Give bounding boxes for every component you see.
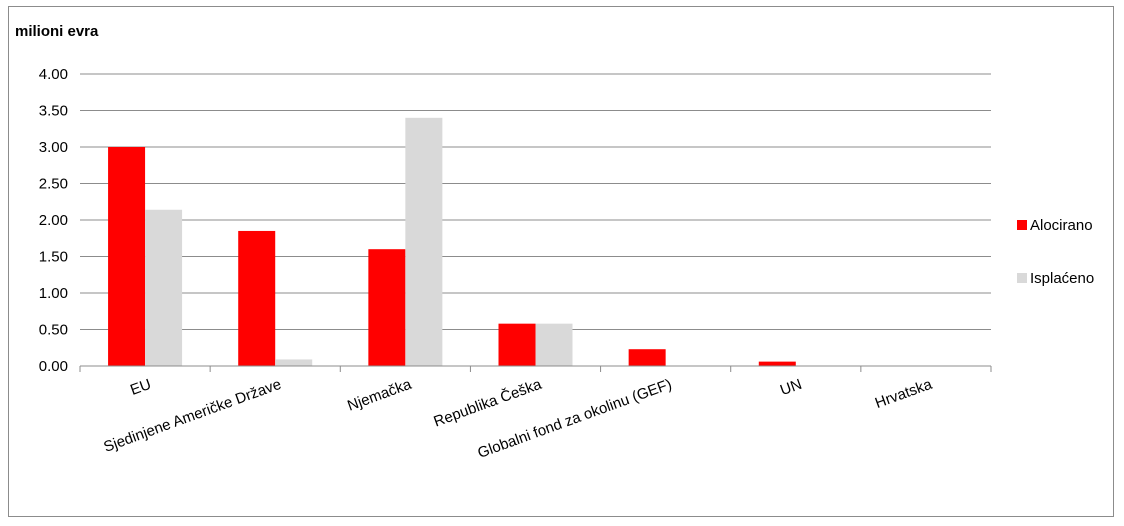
chart-area: milioni evra 0.00 0.50 1.00 1.50 2.00 2.50 3.0… [8, 6, 1114, 517]
bars [108, 117, 796, 366]
category-label: Njemačka [345, 376, 414, 415]
bar-alocirano [368, 249, 406, 366]
bar-isplaceno [535, 323, 573, 366]
y-tick-label: 3.50 [39, 103, 68, 120]
y-tick-label: 4.00 [39, 66, 68, 83]
category-label: Republika Češka [431, 376, 544, 431]
legend-swatch [1017, 220, 1027, 230]
y-tick-label: 2.00 [39, 212, 68, 229]
bar-isplaceno [145, 209, 183, 366]
bar-isplaceno [405, 117, 443, 366]
category-label: EU [128, 376, 153, 399]
y-tick-label: 1.50 [39, 249, 68, 266]
y-tick-label: 0.50 [39, 322, 68, 339]
bar-alocirano [498, 323, 536, 366]
bar-isplaceno [275, 359, 313, 366]
legend-swatch [1017, 273, 1027, 283]
bar-alocirano [758, 361, 796, 366]
unit-label: milioni evra [15, 23, 99, 40]
legend-label: Isplaćeno [1030, 270, 1094, 287]
x-axis [79, 365, 992, 372]
legend: Alocirano Isplaćeno [1017, 217, 1094, 287]
category-label: UN [778, 376, 804, 399]
bar-alocirano [238, 230, 276, 366]
y-tick-label: 0.00 [39, 358, 68, 375]
legend-label: Alocirano [1030, 217, 1093, 234]
bar-chart: milioni evra 0.00 0.50 1.00 1.50 2.00 2.50 3.0… [15, 23, 1094, 462]
y-axis-ticks: 0.00 0.50 1.00 1.50 2.00 2.50 3.00 3.50 4.00 [39, 66, 68, 375]
y-tick-label: 1.00 [39, 285, 68, 302]
gridlines [80, 73, 991, 330]
bar-alocirano [628, 349, 666, 366]
y-tick-label: 2.50 [39, 176, 68, 193]
category-label: Hrvatska [873, 376, 935, 412]
y-tick-label: 3.00 [39, 139, 68, 156]
bar-alocirano [108, 147, 146, 366]
